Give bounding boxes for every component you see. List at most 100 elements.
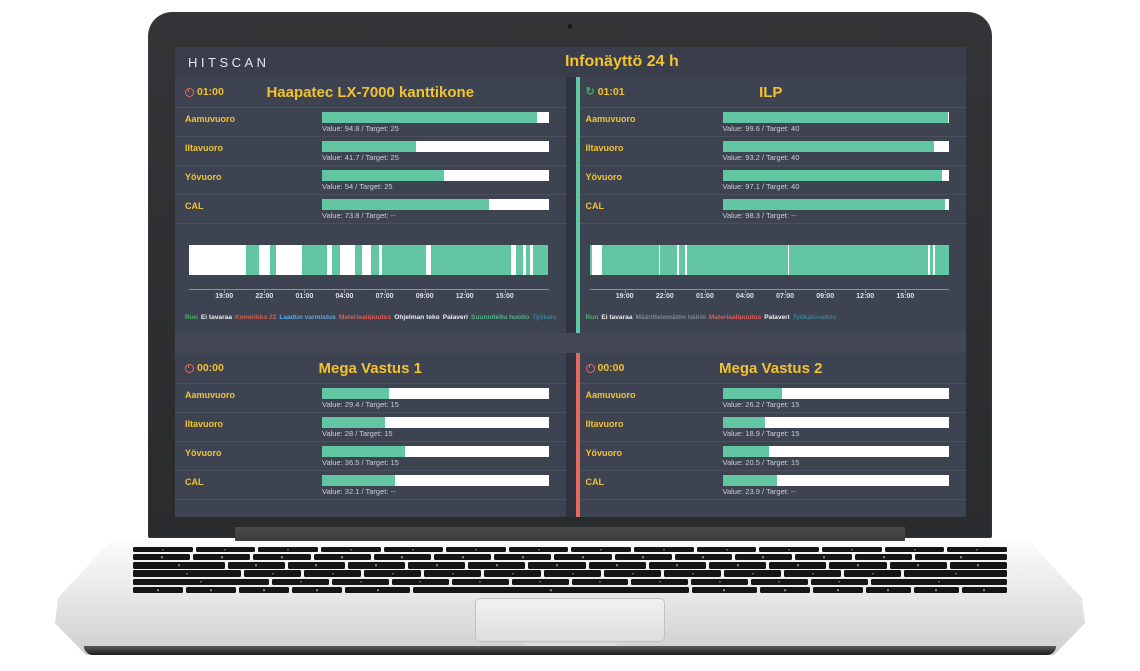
keyboard-key bbox=[784, 570, 842, 577]
keyboard-key bbox=[272, 578, 330, 586]
timeline-segment bbox=[929, 245, 934, 275]
time-tick: 12:00 bbox=[856, 288, 875, 300]
shift-bar-area: Value: 26.2 / Target: 15 bbox=[722, 388, 949, 409]
shift-bar-area: Value: 99.6 / Target: 40 bbox=[722, 112, 949, 133]
shift-bar-area: Value: 29.4 / Target: 15 bbox=[322, 388, 549, 409]
legend-item: Materiaalipuutos bbox=[338, 314, 392, 321]
keyboard-key bbox=[795, 553, 853, 561]
legend-item: Ohjelman teko bbox=[394, 314, 440, 321]
progress-fill bbox=[322, 170, 445, 181]
progress-track bbox=[722, 141, 949, 152]
progress-track bbox=[322, 475, 549, 486]
timeline-segment bbox=[523, 245, 526, 275]
time-tick: 22:00 bbox=[255, 288, 274, 300]
legend-item: Laadun varmistus bbox=[279, 314, 336, 321]
shift-label: Iltavuoro bbox=[585, 143, 624, 153]
shift-row: Aamuvuoro Value: 26.2 / Target: 15 bbox=[575, 383, 966, 412]
keyboard-key bbox=[947, 547, 1007, 552]
shift-bar-area: Value: 32.1 / Target: -- bbox=[322, 475, 549, 496]
laptop-trackpad bbox=[475, 598, 665, 642]
shift-label: Aamuvuoro bbox=[185, 114, 236, 124]
time-tick: 09:00 bbox=[816, 288, 835, 300]
timeline-segment bbox=[530, 245, 533, 275]
value-target-text: Value: 18.9 / Target: 15 bbox=[722, 429, 800, 438]
shift-bar-area: Value: 36.5 / Target: 15 bbox=[322, 446, 549, 467]
value-target-text: Value: 26.2 / Target: 15 bbox=[722, 400, 800, 409]
timeline-segment bbox=[382, 245, 426, 275]
keyboard-key bbox=[544, 570, 602, 577]
time-tick: 01:00 bbox=[295, 288, 314, 300]
keyboard-key bbox=[889, 562, 947, 569]
keyboard-key bbox=[133, 562, 225, 569]
value-target-text: Value: 20.5 / Target: 15 bbox=[722, 458, 800, 467]
progress-track bbox=[722, 170, 949, 181]
keyboard-key bbox=[244, 570, 302, 577]
keyboard-key bbox=[812, 586, 863, 594]
keyboard-key bbox=[614, 553, 672, 561]
keyboard-key bbox=[383, 547, 444, 552]
keyboard-key bbox=[508, 547, 569, 552]
timeline-segment bbox=[927, 245, 930, 275]
timer-value: 01:01 bbox=[597, 86, 625, 98]
timeline-segment bbox=[934, 245, 949, 275]
progress-track bbox=[722, 199, 949, 210]
laptop-base-edge bbox=[83, 646, 1057, 655]
progress-track bbox=[322, 141, 549, 152]
timeline: 19:00 22:00 01:00 04:00 07:00 09:00 12:00 15:00… bbox=[175, 245, 566, 322]
progress-fill bbox=[722, 475, 777, 486]
keyboard-key bbox=[769, 562, 827, 569]
progress-track bbox=[322, 170, 549, 181]
webcam-icon bbox=[567, 24, 573, 29]
panel-row-bottom: 00:00 Mega Vastus 1 Aamuvuoro Value: 29.… bbox=[175, 353, 966, 517]
keyboard-key bbox=[810, 578, 868, 586]
keyboard-key bbox=[884, 547, 945, 552]
value-target-text: Value: 93.2 / Target: 40 bbox=[722, 153, 800, 162]
shift-row: CAL Value: 32.1 / Target: -- bbox=[175, 470, 566, 499]
keyboard-key bbox=[904, 570, 1007, 577]
keyboard-row bbox=[133, 562, 1007, 569]
timeline-strip bbox=[589, 245, 950, 275]
progress-fill bbox=[322, 199, 490, 210]
progress-track bbox=[722, 112, 949, 123]
timeline-segment bbox=[361, 245, 371, 275]
timeline-legend: Run Ei tavaraa Konerikko 22 Laadun varmistu… bbox=[185, 314, 556, 322]
time-tick: 15:00 bbox=[495, 288, 514, 300]
shift-bar-area: Value: 94.8 / Target: 25 bbox=[322, 112, 549, 133]
timeline-segment bbox=[686, 245, 788, 275]
value-target-text: Value: 23.9 / Target: -- bbox=[722, 487, 797, 496]
progress-fill bbox=[322, 388, 389, 399]
progress-track bbox=[322, 112, 549, 123]
keyboard-key bbox=[195, 547, 256, 552]
keyboard-key bbox=[855, 553, 913, 561]
laptop-keyboard bbox=[133, 547, 1008, 594]
keyboard-key bbox=[734, 553, 793, 561]
shift-label: CAL bbox=[185, 201, 204, 211]
shift-label: CAL bbox=[585, 477, 605, 487]
shift-row: Iltavuoro Value: 41.7 / Target: 25 bbox=[175, 136, 566, 165]
panel-timer: 00:00 bbox=[185, 362, 224, 374]
keyboard-key bbox=[484, 570, 542, 577]
progress-fill bbox=[322, 475, 395, 486]
legend-item: Suunniteltu huolto bbox=[471, 314, 530, 321]
value-target-text: Value: 41.7 / Target: 25 bbox=[322, 153, 399, 162]
shift-row: CAL Value: 98.3 / Target: -- bbox=[575, 194, 966, 223]
value-target-text: Value: 32.1 / Target: -- bbox=[322, 487, 396, 496]
machine-panel: 01:00 Haapatec LX-7000 kanttikone Aamuvu… bbox=[175, 77, 566, 333]
value-target-text: Value: 99.6 / Target: 40 bbox=[722, 124, 800, 133]
timeline-axis-line bbox=[589, 289, 949, 290]
panel-timer: 01:00 bbox=[185, 86, 224, 98]
panel-header: ↻ 01:01 ILP bbox=[576, 77, 967, 107]
legend-item: Työkaluvaihto bbox=[792, 314, 837, 321]
value-target-text: Value: 54 / Target: 25 bbox=[322, 182, 393, 191]
legend-item: Run bbox=[185, 314, 198, 321]
timeline-segment bbox=[331, 245, 340, 275]
keyboard-key bbox=[696, 547, 757, 552]
shift-row: Aamuvuoro Value: 94.8 / Target: 25 bbox=[175, 107, 566, 136]
machine-panel: ↻ 01:01 ILP Aamuvuoro Value: 99.6 / Targ… bbox=[575, 77, 967, 333]
time-tick: 04:00 bbox=[736, 288, 754, 300]
keyboard-key bbox=[604, 570, 662, 577]
keyboard-key bbox=[554, 553, 612, 561]
legend-item: Palaveri bbox=[764, 314, 790, 321]
clock-icon bbox=[185, 363, 194, 373]
shift-row: Aamuvuoro Value: 99.6 / Target: 40 bbox=[575, 107, 966, 136]
